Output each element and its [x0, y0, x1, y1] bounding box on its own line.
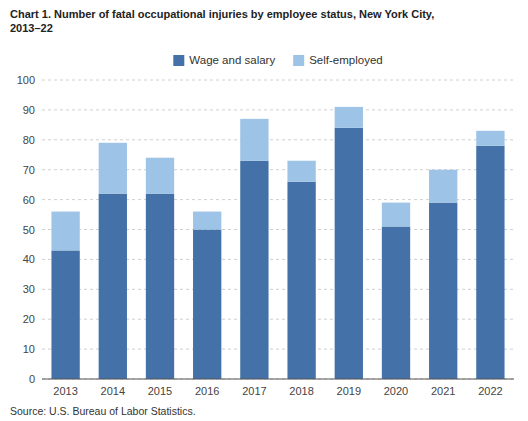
y-tick-label: 70 — [23, 164, 35, 176]
bar — [193, 230, 221, 380]
y-tick-label: 20 — [23, 313, 35, 325]
legend-swatch — [173, 55, 184, 66]
title-line: Chart 1. Number of fatal occupational in… — [10, 8, 434, 20]
bar — [382, 227, 410, 379]
y-tick-label: 10 — [23, 343, 35, 355]
x-tick-label: 2015 — [148, 385, 172, 397]
bar — [51, 250, 79, 379]
x-tick-label: 2013 — [53, 385, 77, 397]
bar — [476, 131, 504, 146]
legend: Wage and salary Self-employed — [173, 54, 382, 66]
x-tick-label: 2021 — [431, 385, 455, 397]
bar — [382, 203, 410, 227]
grid-line — [42, 379, 514, 380]
bar — [240, 161, 268, 379]
y-tick-label: 30 — [23, 283, 35, 295]
bar — [193, 212, 221, 230]
bar — [99, 194, 127, 379]
grid-line — [42, 139, 514, 140]
x-tick-label: 2018 — [289, 385, 313, 397]
bar — [429, 170, 457, 203]
y-tick-label: 0 — [29, 373, 35, 385]
bar — [240, 119, 268, 161]
legend-label: Wage and salary — [189, 54, 275, 66]
y-tick-label: 80 — [23, 134, 35, 146]
bar — [429, 203, 457, 379]
x-tick-label: 2022 — [478, 385, 502, 397]
grid-line — [42, 109, 514, 110]
bar — [99, 143, 127, 194]
x-axis-line — [42, 379, 514, 380]
x-tick-label: 2020 — [384, 385, 408, 397]
y-tick-label: 90 — [23, 104, 35, 116]
x-tick-label: 2019 — [337, 385, 361, 397]
x-tick-label: 2017 — [242, 385, 266, 397]
legend-label: Self-employed — [309, 54, 383, 66]
y-tick-label: 50 — [23, 224, 35, 236]
bar — [476, 146, 504, 379]
legend-item: Self-employed — [293, 54, 383, 66]
legend-swatch — [293, 55, 304, 66]
y-tick-label: 60 — [23, 194, 35, 206]
bar — [287, 161, 315, 182]
bars — [51, 107, 504, 379]
title-line: 2013–22 — [10, 22, 53, 34]
x-tick-label: 2014 — [101, 385, 125, 397]
bar — [335, 107, 363, 128]
y-tick-label: 40 — [23, 253, 35, 265]
y-tick-label: 100 — [17, 74, 35, 86]
bar — [287, 182, 315, 379]
bar — [146, 194, 174, 379]
grid-line — [42, 80, 514, 81]
source: Source: U.S. Bureau of Labor Statistics. — [10, 405, 196, 417]
title: Chart 1. Number of fatal occupational in… — [10, 8, 434, 34]
x-tick-label: 2016 — [195, 385, 219, 397]
bar — [335, 128, 363, 379]
legend-item: Wage and salary — [173, 54, 275, 66]
bar — [146, 158, 174, 194]
bar — [51, 212, 79, 251]
chart: Chart 1. Number of fatal occupational in… — [0, 0, 528, 421]
